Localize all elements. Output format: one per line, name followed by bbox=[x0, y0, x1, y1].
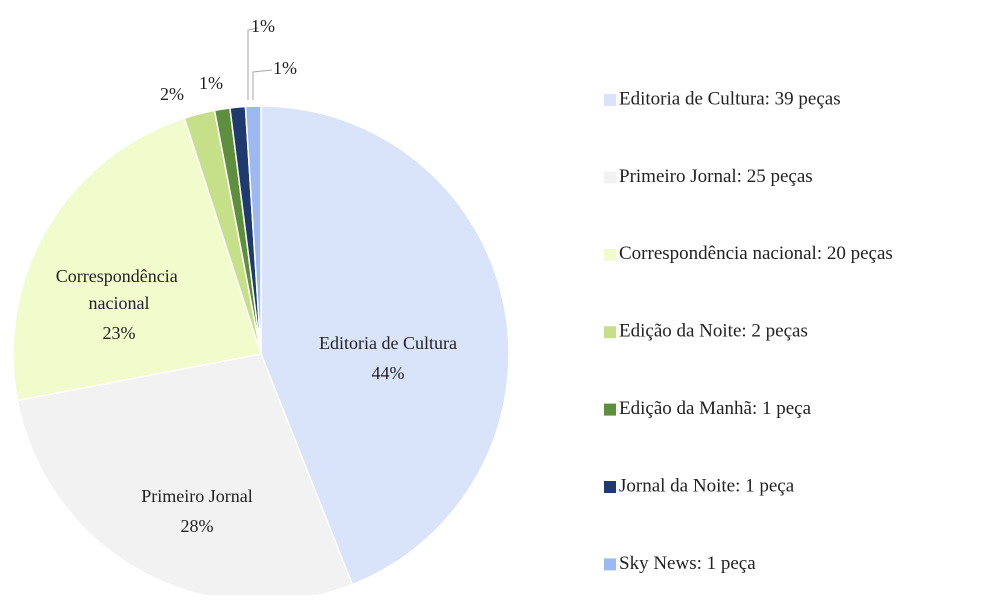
legend-label: Jornal da Noite: 1 peça bbox=[619, 475, 795, 496]
legend-label: Edição da Manhã: 1 peça bbox=[619, 398, 812, 419]
legend-swatch bbox=[604, 481, 616, 493]
value-label: 28% bbox=[181, 516, 214, 536]
slice-label: Correspondência nacional bbox=[56, 266, 182, 313]
pie-slice bbox=[12, 117, 262, 402]
legend-swatch bbox=[604, 326, 616, 339]
value-label: 1% bbox=[199, 73, 223, 93]
legend-swatch bbox=[604, 248, 616, 261]
value-label: 1% bbox=[251, 16, 275, 36]
legend-swatch bbox=[604, 403, 616, 416]
legend-label: Editoria de Cultura: 39 peças bbox=[619, 88, 841, 109]
legend-label: Primeiro Jornal: 25 peças bbox=[619, 166, 813, 187]
leader-line bbox=[247, 27, 259, 100]
slice-label: Editoria de Cultura bbox=[319, 333, 457, 353]
value-label: 1% bbox=[273, 58, 297, 78]
value-label: 44% bbox=[372, 363, 405, 383]
legend-swatch bbox=[604, 94, 616, 106]
value-label: 23% bbox=[103, 323, 136, 343]
leader-line bbox=[252, 69, 273, 100]
legend-label: Correspondência nacional: 20 peças bbox=[619, 243, 893, 264]
value-label: 2% bbox=[160, 84, 184, 104]
legend-label: Sky News: 1 peça bbox=[619, 553, 756, 574]
legend-swatch bbox=[604, 558, 616, 571]
legend-swatch bbox=[604, 171, 616, 184]
slice-label: Primeiro Jornal bbox=[141, 486, 252, 506]
legend-label: Edição da Noite: 2 peças bbox=[619, 321, 808, 342]
pie-slice bbox=[260, 105, 510, 586]
pie-slice bbox=[244, 105, 262, 355]
